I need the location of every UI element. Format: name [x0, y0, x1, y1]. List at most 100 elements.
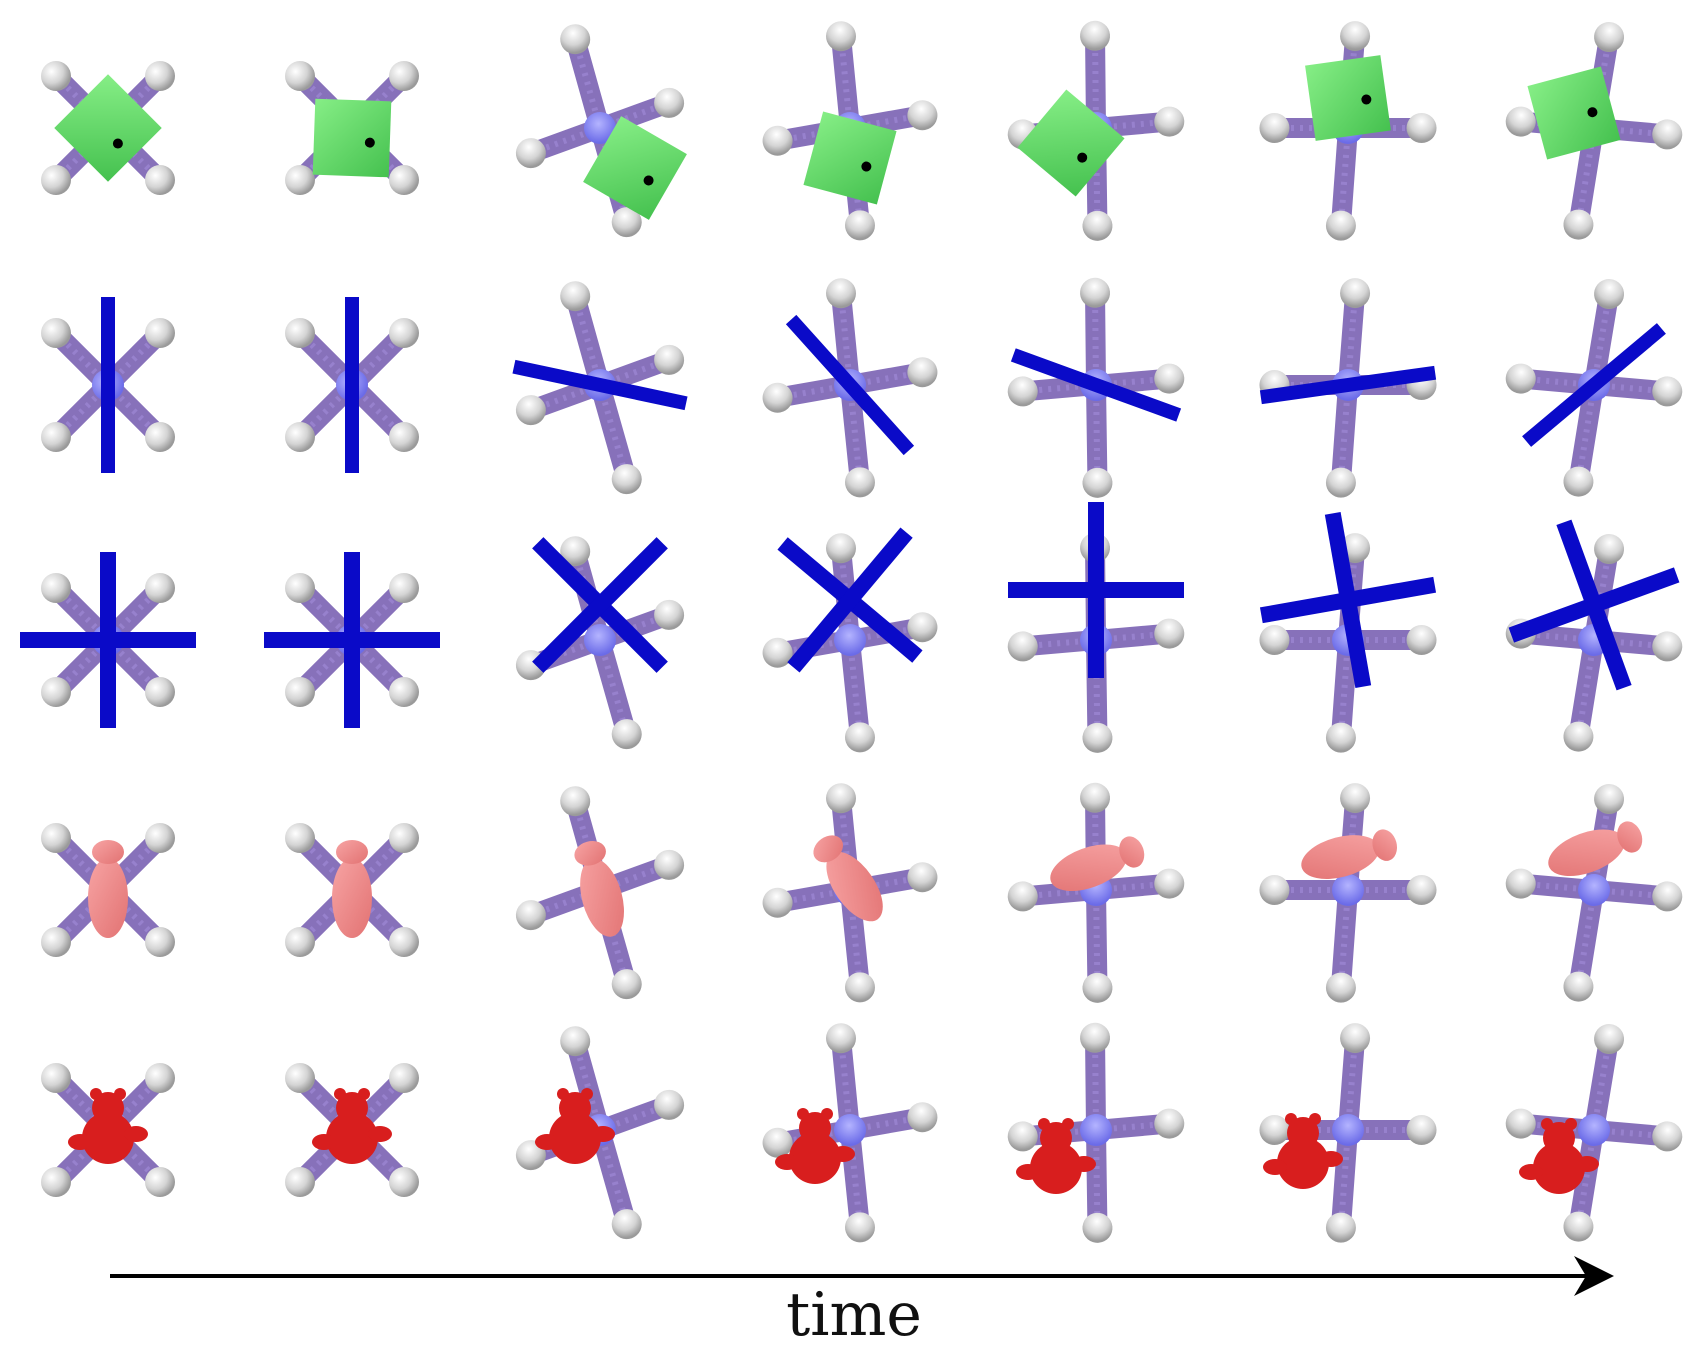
- cube-object: [54, 74, 162, 182]
- finger-joint-pattern: [105, 887, 163, 945]
- fingertip: [1082, 1212, 1113, 1243]
- cross-object: [20, 552, 196, 728]
- frame: [41, 1063, 175, 1197]
- frame: [1007, 277, 1185, 498]
- fingertip: [41, 61, 71, 91]
- finger-joint-pattern: [847, 639, 863, 738]
- fingertip: [1080, 20, 1111, 51]
- fingertip: [285, 823, 315, 853]
- fingertip: [1259, 1115, 1290, 1145]
- finger-joint-pattern: [105, 835, 163, 893]
- fingertip: [41, 1063, 71, 1093]
- finger-joint-pattern: [53, 637, 111, 695]
- fingertip: [654, 1089, 685, 1120]
- fingertip: [844, 210, 875, 241]
- rod-object: [785, 314, 915, 456]
- teddy-arm: [831, 1146, 855, 1162]
- teddy-ear-left: [1285, 1113, 1297, 1125]
- teddy-object: [1016, 1118, 1096, 1194]
- fingertip: [41, 823, 71, 853]
- fingertip: [654, 87, 685, 118]
- bunny-head: [574, 840, 606, 866]
- finger-joint-pattern: [1593, 637, 1668, 650]
- finger-joint-pattern: [1095, 375, 1170, 388]
- finger-joint-pattern: [847, 384, 863, 483]
- frame: [762, 527, 938, 753]
- teddy-body: [1277, 1137, 1329, 1189]
- bunny-object: [574, 840, 624, 937]
- bunny-head: [813, 835, 844, 863]
- fingertip: [1080, 1022, 1111, 1053]
- teddy-object: [1263, 1113, 1343, 1189]
- fingertip: [907, 862, 938, 893]
- teddy-ear-left: [1038, 1118, 1050, 1130]
- teddy-body: [1030, 1142, 1082, 1194]
- teddy-body: [326, 1112, 378, 1164]
- finger-joint-pattern: [297, 887, 355, 945]
- finger-joint-pattern: [53, 382, 111, 440]
- rod-bar: [785, 314, 915, 456]
- finger-joint-pattern: [838, 35, 853, 129]
- cross-bar-vertical: [532, 537, 668, 673]
- finger-joint-pattern: [1095, 118, 1170, 131]
- finger-joint-pattern: [597, 889, 630, 985]
- fingertip: [907, 100, 938, 131]
- palm: [584, 112, 616, 144]
- fingertip: [285, 61, 315, 91]
- fingertip: [285, 677, 315, 707]
- teddy-ear-left: [797, 1108, 809, 1120]
- rod-bar: [101, 297, 115, 473]
- fingertip: [1652, 1121, 1683, 1152]
- fingertip: [41, 165, 71, 195]
- fingertip: [1406, 113, 1437, 143]
- fingertip: [41, 318, 71, 348]
- cube-face: [803, 111, 897, 205]
- fingertip: [1406, 875, 1437, 905]
- robot-hand: [515, 24, 685, 238]
- teddy-head: [1287, 1117, 1319, 1149]
- fingertip: [389, 823, 419, 853]
- fingertip: [654, 599, 685, 630]
- fingertip: [389, 165, 419, 195]
- fingertip: [285, 1063, 315, 1093]
- finger-joint-pattern: [1520, 630, 1595, 643]
- cross-bar-vertical: [100, 552, 116, 728]
- finger-joint-pattern: [529, 637, 602, 668]
- palm: [834, 1114, 866, 1146]
- cube-marker-dot: [643, 175, 654, 186]
- cube-face: [312, 98, 392, 178]
- finger-joint-pattern: [1093, 384, 1101, 483]
- cube-object: [312, 98, 392, 178]
- frame: [515, 536, 685, 750]
- finger-joint-pattern: [349, 637, 407, 695]
- fingertip: [1259, 625, 1290, 655]
- bunny-head: [92, 840, 124, 864]
- fingertip: [285, 1167, 315, 1197]
- fingertip: [145, 61, 175, 91]
- finger-joint-pattern: [1575, 384, 1597, 483]
- finger-joint-pattern: [1348, 637, 1422, 643]
- frame: [1007, 20, 1185, 241]
- row-rod: [41, 277, 1683, 498]
- fingertip: [844, 722, 875, 753]
- robot-hand: [1007, 782, 1185, 1003]
- finger-joint-pattern: [53, 835, 111, 893]
- fingertip: [1082, 722, 1113, 753]
- cross-object: [1508, 519, 1680, 691]
- finger-joint-pattern: [572, 295, 603, 386]
- finger-joint-pattern: [1022, 887, 1097, 900]
- row-cross: [20, 502, 1683, 753]
- teddy-ear-right: [1565, 1118, 1577, 1130]
- fingertip: [1259, 875, 1290, 905]
- fingertip: [1505, 868, 1536, 899]
- finger-joint-pattern: [849, 1114, 923, 1133]
- finger-joint-pattern: [529, 382, 602, 413]
- finger-joint-pattern: [1575, 889, 1597, 988]
- teddy-ear-right: [1062, 1118, 1074, 1130]
- finger-joint-pattern: [349, 835, 407, 893]
- cross-object: [532, 537, 668, 673]
- palm: [584, 624, 616, 656]
- frame: [1259, 278, 1437, 498]
- rod-bar: [512, 359, 688, 411]
